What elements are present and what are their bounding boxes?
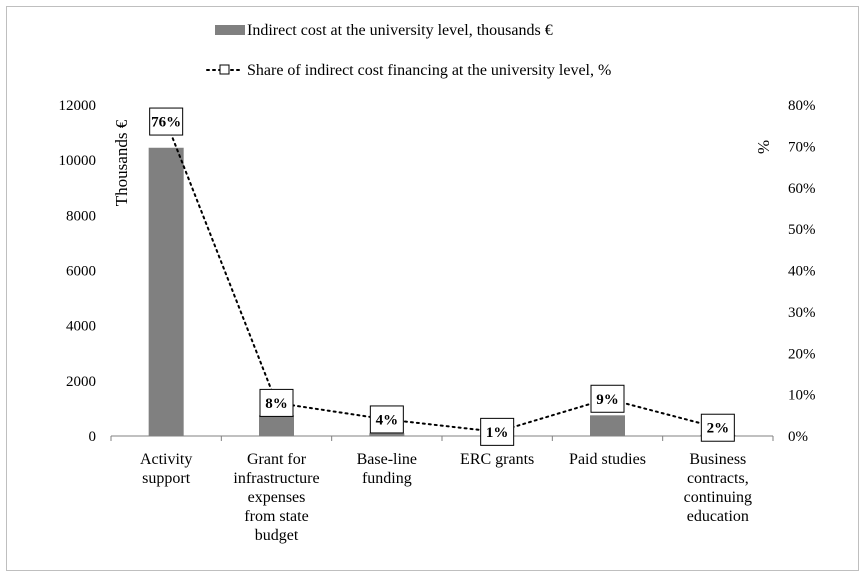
y2-tick-label: 50% [788,222,816,238]
data-label: 9% [596,392,619,408]
data-label-box [590,384,625,413]
bar-5 [590,415,625,436]
legend-swatch-marker [219,64,230,75]
legend-swatch-bar [215,25,245,35]
y-tick-label: 10000 [59,153,97,169]
category-label: support [142,470,191,487]
data-label-box [480,417,515,446]
y-tick-label: 0 [89,429,97,445]
data-label: 2% [707,421,730,437]
category-label: continuing [684,489,752,506]
y2-tick-label: 80% [788,98,816,114]
y2-tick-label: 0% [788,429,808,445]
category-label: Grant for [247,451,307,468]
y2-tick-label: 20% [788,346,816,362]
category-label: Activity [140,451,192,468]
y-tick-label: 2000 [66,374,96,390]
category-label: Paid studies [569,451,646,468]
category-label: from state [244,508,308,525]
data-label-box [369,405,404,434]
category-label: ERC grants [460,451,534,468]
chart: 0 2000 4000 6000 8000 10000 12000 0% 10% 20% 30% 40… [59,22,816,544]
category-label: expenses [248,489,306,506]
y2-tick-label: 70% [788,139,816,155]
category-label: education [687,508,749,525]
y-tick-label: 8000 [66,208,96,224]
chart-frame: 0 2000 4000 6000 8000 10000 12000 0% 10% 20% 30% 40… [6,6,859,571]
category-label: infrastructure [233,470,319,487]
bar-3 [369,433,405,436]
y-tick-label: 4000 [66,319,96,335]
legend-label-line: Share of indirect cost financing at the … [247,62,611,79]
data-label: 76% [151,115,181,131]
y-axis-title: Thousands € [112,119,131,206]
legend-label-bar: Indirect cost at the university level, t… [247,22,553,39]
share-line [165,120,719,433]
bar-1 [148,147,184,437]
y-tick-label: 6000 [66,264,96,280]
data-label: 8% [265,396,288,412]
y-tick-label: 12000 [59,98,97,114]
y2-tick-label: 10% [788,388,816,404]
y2-tick-label: 40% [788,264,816,280]
data-label-box [149,107,184,136]
data-label-box [259,388,294,417]
category-label: contracts, [687,470,749,487]
category-label: budget [255,527,299,544]
data-label: 4% [376,412,399,428]
category-label: funding [362,470,412,487]
category-label: Base-line [357,451,417,468]
data-label-box [700,413,735,442]
bar-2 [259,415,294,436]
y2-tick-label: 30% [788,305,816,321]
category-label: Business [689,451,746,468]
y2-tick-label: 60% [788,181,816,197]
data-label: 1% [486,425,509,441]
y2-axis-title: % [754,140,773,154]
